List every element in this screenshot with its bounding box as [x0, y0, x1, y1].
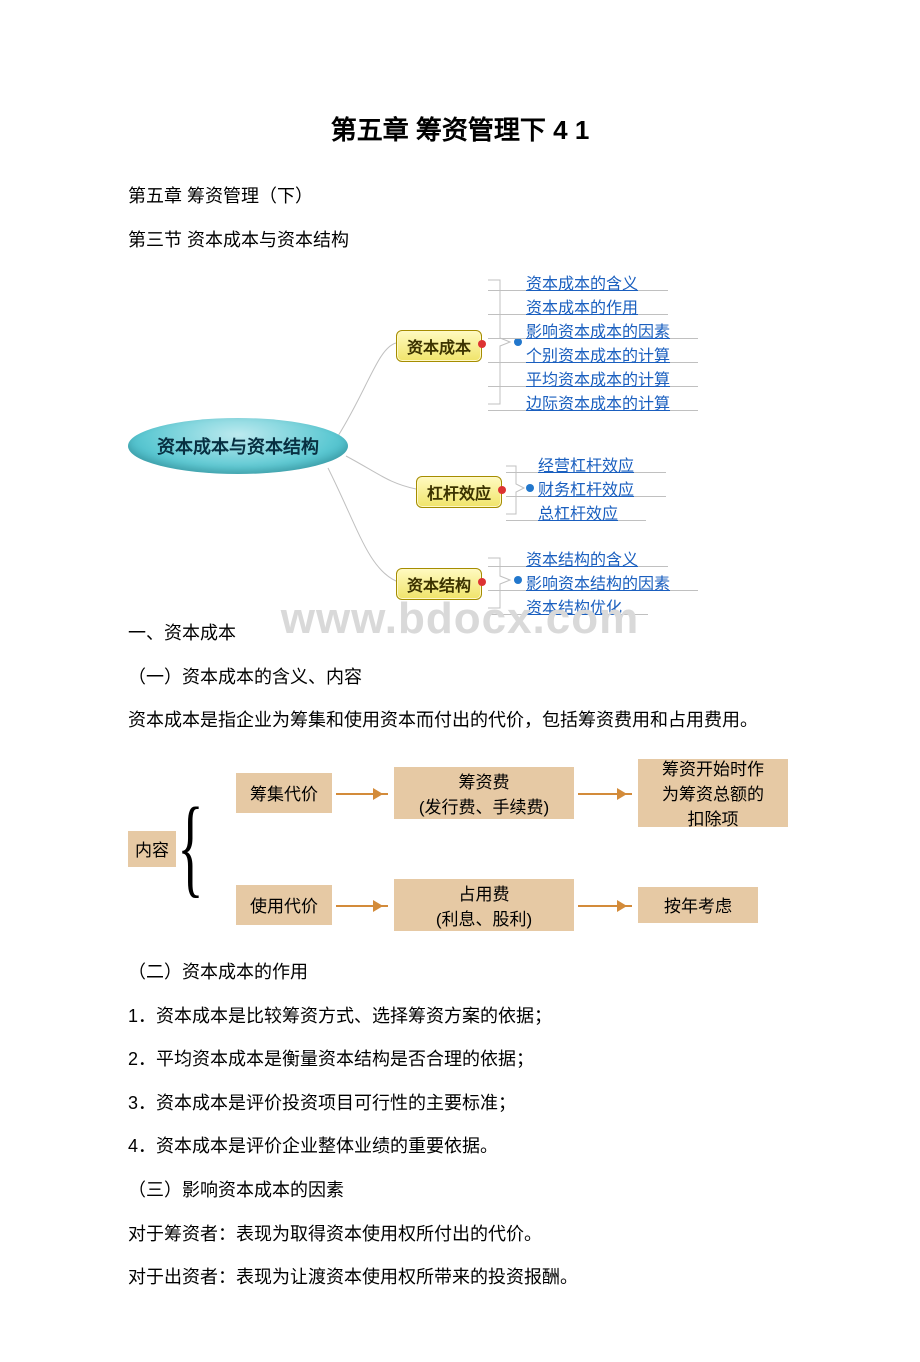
content-flow-diagram: { 内容 筹集代价 筹资费 (发行费、手续费) 筹资开始时作 为筹资总额的 扣除项使用…: [128, 753, 798, 943]
leaf-link[interactable]: 平均资本成本的计算: [526, 366, 670, 390]
list-item: 3．资本成本是评价投资项目可行性的主要标准；: [128, 1084, 798, 1124]
brace-icon: {: [177, 791, 203, 901]
list-item: 2．平均资本成本是衡量资本结构是否合理的依据；: [128, 1040, 798, 1080]
leaf-link[interactable]: 影响资本成本的因素: [526, 318, 670, 342]
leaf-link[interactable]: 资本结构的含义: [526, 546, 638, 570]
leaf-link[interactable]: 边际资本成本的计算: [526, 390, 670, 414]
arrow-icon: [578, 905, 632, 907]
leaf-link[interactable]: 经营杠杆效应: [538, 452, 634, 476]
paragraph-3-1: 对于筹资者：表现为取得资本使用权所付出的代价。: [128, 1215, 798, 1255]
branch-node: 资本成本: [396, 330, 482, 362]
branch-node: 资本结构: [396, 568, 482, 600]
d2-box: 筹资开始时作 为筹资总额的 扣除项: [638, 759, 788, 827]
d2-box: 按年考虑: [638, 887, 758, 923]
d2-root-box: 内容: [128, 831, 176, 867]
paragraph-1-1: 资本成本是指企业为筹集和使用资本而付出的代价，包括筹资费用和占用费用。: [128, 701, 798, 741]
list-item: 4．资本成本是评价企业整体业绩的重要依据。: [128, 1127, 798, 1167]
leaf-link[interactable]: 资本成本的作用: [526, 294, 638, 318]
page-title: 第五章 筹资管理下 4 1: [0, 0, 920, 177]
mindmap-diagram: 资本成本与资本结构 资本成本 资本成本的含义资本成本的作用影响资本成本的因素个别资…: [128, 268, 798, 608]
subheading-1-3: （三）影响资本成本的因素: [128, 1171, 798, 1211]
intro-line-1: 第五章 筹资管理（下）: [128, 177, 798, 217]
paragraph-3-2: 对于出资者：表现为让渡资本使用权所带来的投资报酬。: [128, 1258, 798, 1298]
leaf-link[interactable]: 资本成本的含义: [526, 270, 638, 294]
section-3: （三）影响资本成本的因素 对于筹资者：表现为取得资本使用权所付出的代价。 对于出…: [0, 1171, 798, 1298]
d2-box: 占用费 (利息、股利): [394, 879, 574, 931]
arrow-icon: [336, 905, 388, 907]
leaf-link[interactable]: 总杠杆效应: [538, 500, 618, 524]
mindmap-root-node: 资本成本与资本结构: [128, 418, 348, 474]
d2-box: 使用代价: [236, 885, 332, 925]
intro-line-2: 第三节 资本成本与资本结构: [128, 221, 798, 261]
subheading-1-1: （一）资本成本的含义、内容: [128, 658, 798, 698]
leaf-link[interactable]: 财务杠杆效应: [538, 476, 634, 500]
arrow-icon: [336, 793, 388, 795]
list-item: 1．资本成本是比较筹资方式、选择筹资方案的依据；: [128, 997, 798, 1037]
subheading-1-2: （二）资本成本的作用: [128, 953, 798, 993]
section-2: （二）资本成本的作用 1．资本成本是比较筹资方式、选择筹资方案的依据；2．平均资…: [0, 953, 798, 1167]
section-1: 一、资本成本 （一）资本成本的含义、内容 资本成本是指企业为筹集和使用资本而付出…: [0, 608, 798, 741]
d2-box: 筹集代价: [236, 773, 332, 813]
intro-block: 第五章 筹资管理（下） 第三节 资本成本与资本结构: [0, 177, 798, 260]
leaf-link[interactable]: 个别资本成本的计算: [526, 342, 670, 366]
branch-node: 杠杆效应: [416, 476, 502, 508]
arrow-icon: [578, 793, 632, 795]
d2-box: 筹资费 (发行费、手续费): [394, 767, 574, 819]
leaf-link[interactable]: 影响资本结构的因素: [526, 570, 670, 594]
document-page: 第五章 筹资管理下 4 1 第五章 筹资管理（下） 第三节 资本成本与资本结构 …: [0, 0, 920, 1362]
heading-1: 一、资本成本: [128, 614, 798, 654]
